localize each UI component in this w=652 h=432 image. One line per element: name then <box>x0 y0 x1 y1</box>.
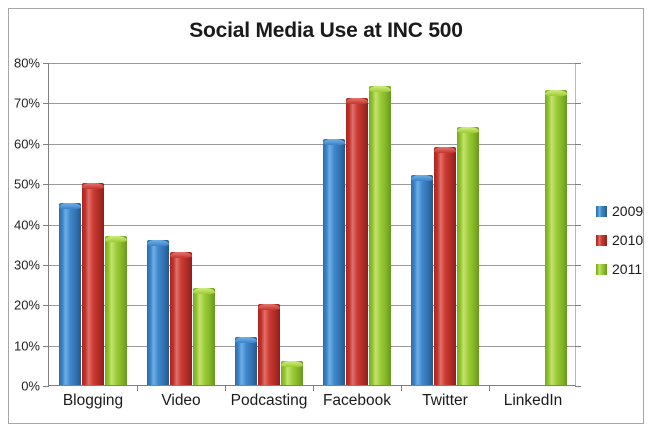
legend-label: 2009 <box>612 203 644 219</box>
y-axis-label: 20% <box>13 297 40 313</box>
gridline <box>49 345 575 347</box>
bar-cap <box>457 126 479 133</box>
y-axis-tick <box>575 224 581 226</box>
y-axis-label: 70% <box>13 95 40 111</box>
x-axis-tick <box>313 385 314 391</box>
x-axis-tick <box>489 385 490 391</box>
y-axis-tick <box>43 143 49 145</box>
y-axis-tick <box>43 264 49 266</box>
bar-blogging-2010 <box>82 183 104 385</box>
bar-twitter-2010 <box>434 146 456 385</box>
bar-cap <box>434 146 456 153</box>
bar-cap <box>147 239 169 246</box>
y-axis-tick <box>43 345 49 347</box>
bar-cap <box>59 203 81 210</box>
legend-item-2009[interactable]: 2009 <box>596 203 643 219</box>
y-axis-label: 40% <box>13 217 40 232</box>
y-axis-label: 0% <box>21 378 40 394</box>
x-axis-label: LinkedIn <box>503 392 563 409</box>
bar-cap <box>170 251 192 258</box>
bar-cap <box>258 304 280 311</box>
y-axis-tick <box>575 345 581 347</box>
bar-twitter-2009 <box>411 175 433 385</box>
bar-podcasting-2009 <box>235 336 257 385</box>
y-axis-label: 80% <box>13 55 40 71</box>
bar-cap <box>82 183 104 190</box>
y-axis-tick <box>43 386 49 387</box>
bar-facebook-2009 <box>323 138 345 385</box>
bar-podcasting-2011 <box>281 360 303 385</box>
x-axis-label: Facebook <box>322 392 392 409</box>
x-axis-tick <box>401 385 402 391</box>
bar-blogging-2011 <box>105 235 127 385</box>
bar-cap <box>411 175 433 182</box>
y-axis-label: 10% <box>13 338 40 354</box>
x-axis-label: Video <box>161 392 201 409</box>
legend-swatch-2011 <box>596 263 607 275</box>
y-axis-tick <box>575 305 581 307</box>
y-axis-label: 30% <box>13 257 40 273</box>
chart-frame: Social Media Use at INC 500 0% 10% 20% 30% 4… <box>8 8 644 424</box>
y-axis-tick <box>43 63 49 64</box>
y-axis-tick <box>43 103 49 105</box>
legend-swatch-2009 <box>596 205 607 217</box>
x-axis-label: Twitter <box>422 392 468 409</box>
gridline <box>49 224 575 226</box>
gridline <box>49 63 575 64</box>
y-axis-tick <box>575 386 581 387</box>
bar-cap <box>369 86 391 93</box>
bar-cap <box>193 288 215 295</box>
chart-legend: 2009 2010 2011 <box>596 203 643 277</box>
y-axis-tick <box>575 184 581 186</box>
y-axis-tick <box>43 224 49 226</box>
plot-area: 0% 10% 20% 30% 40% 50% 60% 70% 80% Blogging Video… <box>14 56 581 409</box>
bar-facebook-2010 <box>346 98 368 385</box>
legend-label: 2011 <box>612 261 643 277</box>
gridline <box>49 184 575 186</box>
y-axis-label: 60% <box>13 136 40 152</box>
y-axis-tick <box>575 143 581 145</box>
bar-video-2010 <box>170 251 192 385</box>
bar-linkedin-2011 <box>545 90 567 385</box>
gridline <box>49 305 575 307</box>
x-axis-tick <box>137 385 138 391</box>
gridline <box>49 264 575 266</box>
legend-item-2010[interactable]: 2010 <box>596 232 643 248</box>
legend-item-2011[interactable]: 2011 <box>596 261 643 277</box>
bar-facebook-2011 <box>369 86 391 385</box>
bar-cap <box>545 90 567 97</box>
bar-cap <box>323 138 345 145</box>
bar-cap <box>105 235 127 242</box>
bar-podcasting-2010 <box>258 304 280 385</box>
x-axis-tick <box>225 385 226 391</box>
bar-cap <box>346 98 368 105</box>
bar-twitter-2011 <box>457 126 479 385</box>
x-axis-label: Blogging <box>62 392 124 409</box>
legend-swatch-2010 <box>596 234 607 246</box>
x-axis-label: Podcasting <box>230 392 308 409</box>
bar-blogging-2009 <box>59 203 81 385</box>
chart-title: Social Media Use at INC 500 <box>189 19 463 42</box>
gridline <box>49 143 575 145</box>
gridline <box>49 103 575 105</box>
y-axis-tick <box>575 63 581 64</box>
bar-cap <box>281 360 303 367</box>
y-axis-tick <box>43 305 49 307</box>
y-axis-tick <box>575 103 581 105</box>
bar-video-2011 <box>193 288 215 385</box>
bar-video-2009 <box>147 239 169 385</box>
y-axis-tick <box>575 264 581 266</box>
bar-cap <box>235 336 257 343</box>
y-axis-label: 50% <box>13 176 40 192</box>
legend-label: 2010 <box>612 232 644 248</box>
y-axis-tick <box>43 184 49 186</box>
